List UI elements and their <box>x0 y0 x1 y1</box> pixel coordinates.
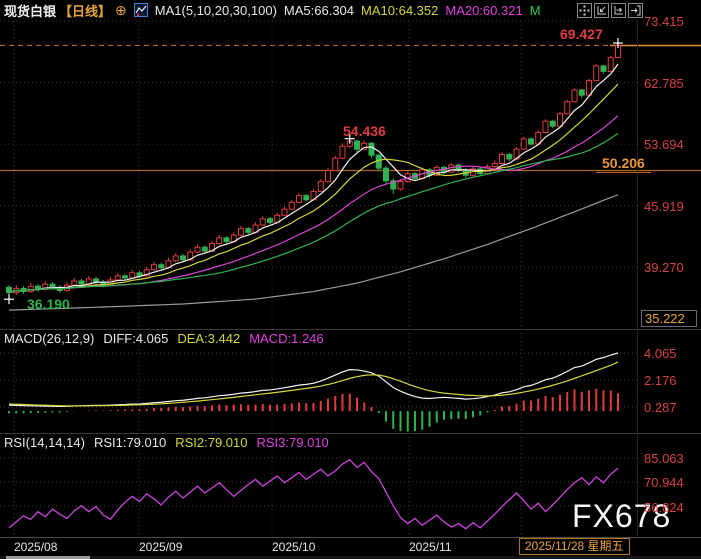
rsi-axis-tick: 56.824 <box>644 500 684 515</box>
ma20-value: MA20:60.321 <box>445 2 523 18</box>
price-axis-tick: 62.785 <box>644 76 684 91</box>
macd-axis-tick: 0.287 <box>644 400 677 415</box>
price-axis-divider <box>637 20 638 537</box>
zoom-x-axis-icon[interactable] <box>611 3 626 18</box>
exit-chart-icon[interactable] <box>628 3 643 18</box>
high-price-label: 69.427 <box>560 26 603 42</box>
chart-header: 现货白银 【日线】 ⊕ MA1(5,10,20,30,100) MA5:66.3… <box>4 1 541 19</box>
ma-settings-label: MA1(5,10,20,30,100) <box>154 2 277 18</box>
scrollbar-thumb[interactable] <box>6 556 90 559</box>
macd-diff-value: DIFF:4.065 <box>103 331 169 346</box>
price-axis-tick: 45.919 <box>644 199 684 214</box>
rsi1-value: RSI1:79.010 <box>93 435 167 450</box>
symbol-name: 现货白银 <box>4 3 57 19</box>
time-axis-divider <box>0 537 701 538</box>
macd-rsi-divider <box>0 433 701 434</box>
price-axis-min-tick: 35.222 <box>641 310 697 327</box>
macd-dea-value: DEA:3.442 <box>177 331 241 346</box>
chart-toolbar <box>577 3 643 18</box>
rsi-title[interactable]: RSI(14,14,14) <box>4 435 85 450</box>
ma10-value: MA10:64.352 <box>361 2 439 18</box>
chart-style-icon[interactable] <box>133 3 148 17</box>
zoom-y-axis-icon[interactable] <box>594 3 609 18</box>
swing-high-label: 54.436 <box>343 123 386 139</box>
macd-hist-value: MACD:1.246 <box>249 331 324 346</box>
alert-level-label[interactable]: 50.206 <box>596 155 651 173</box>
pan-tool-icon[interactable] <box>577 3 592 18</box>
ma5-value: MA5:66.304 <box>283 2 355 18</box>
macd-axis-tick: 4.065 <box>644 346 677 361</box>
macd-title[interactable]: MACD(26,12,9) <box>4 331 95 346</box>
current-date-badge: 2025/11/28 星期五 <box>519 538 630 555</box>
price-axis-tick: 39.270 <box>644 260 684 275</box>
time-axis-month: 2025/09 <box>139 540 183 554</box>
horizontal-scrollbar <box>0 556 701 559</box>
swing-low-label: 36.190 <box>27 296 70 312</box>
rsi3-value: RSI3:79.010 <box>256 435 329 450</box>
price-axis-tick: 73.415 <box>644 14 684 29</box>
time-axis-month: 2025/10 <box>272 540 316 554</box>
ma30-value-truncated: M <box>529 2 541 18</box>
main-macd-divider <box>0 329 701 330</box>
rsi-panel-header: RSI(14,14,14) RSI1:79.010 RSI2:79.010 RS… <box>4 435 329 450</box>
macd-panel-header: MACD(26,12,9) DIFF:4.065 DEA:3.442 MACD:… <box>4 331 324 346</box>
macd-axis-tick: 2.176 <box>644 373 677 388</box>
time-axis-month: 2025/11 <box>409 540 452 554</box>
price-axis-tick: 53.694 <box>644 137 684 152</box>
rsi-axis-tick: 70.944 <box>644 475 684 490</box>
add-indicator-icon[interactable]: ⊕ <box>115 1 127 18</box>
rsi2-value: RSI2:79.010 <box>175 435 248 450</box>
watermark: FX678 <box>572 498 672 534</box>
time-axis-month: 2025/08 <box>14 540 58 554</box>
rsi-axis-tick: 85.063 <box>644 451 684 466</box>
timeframe-label[interactable]: 【日线】 <box>59 3 112 19</box>
